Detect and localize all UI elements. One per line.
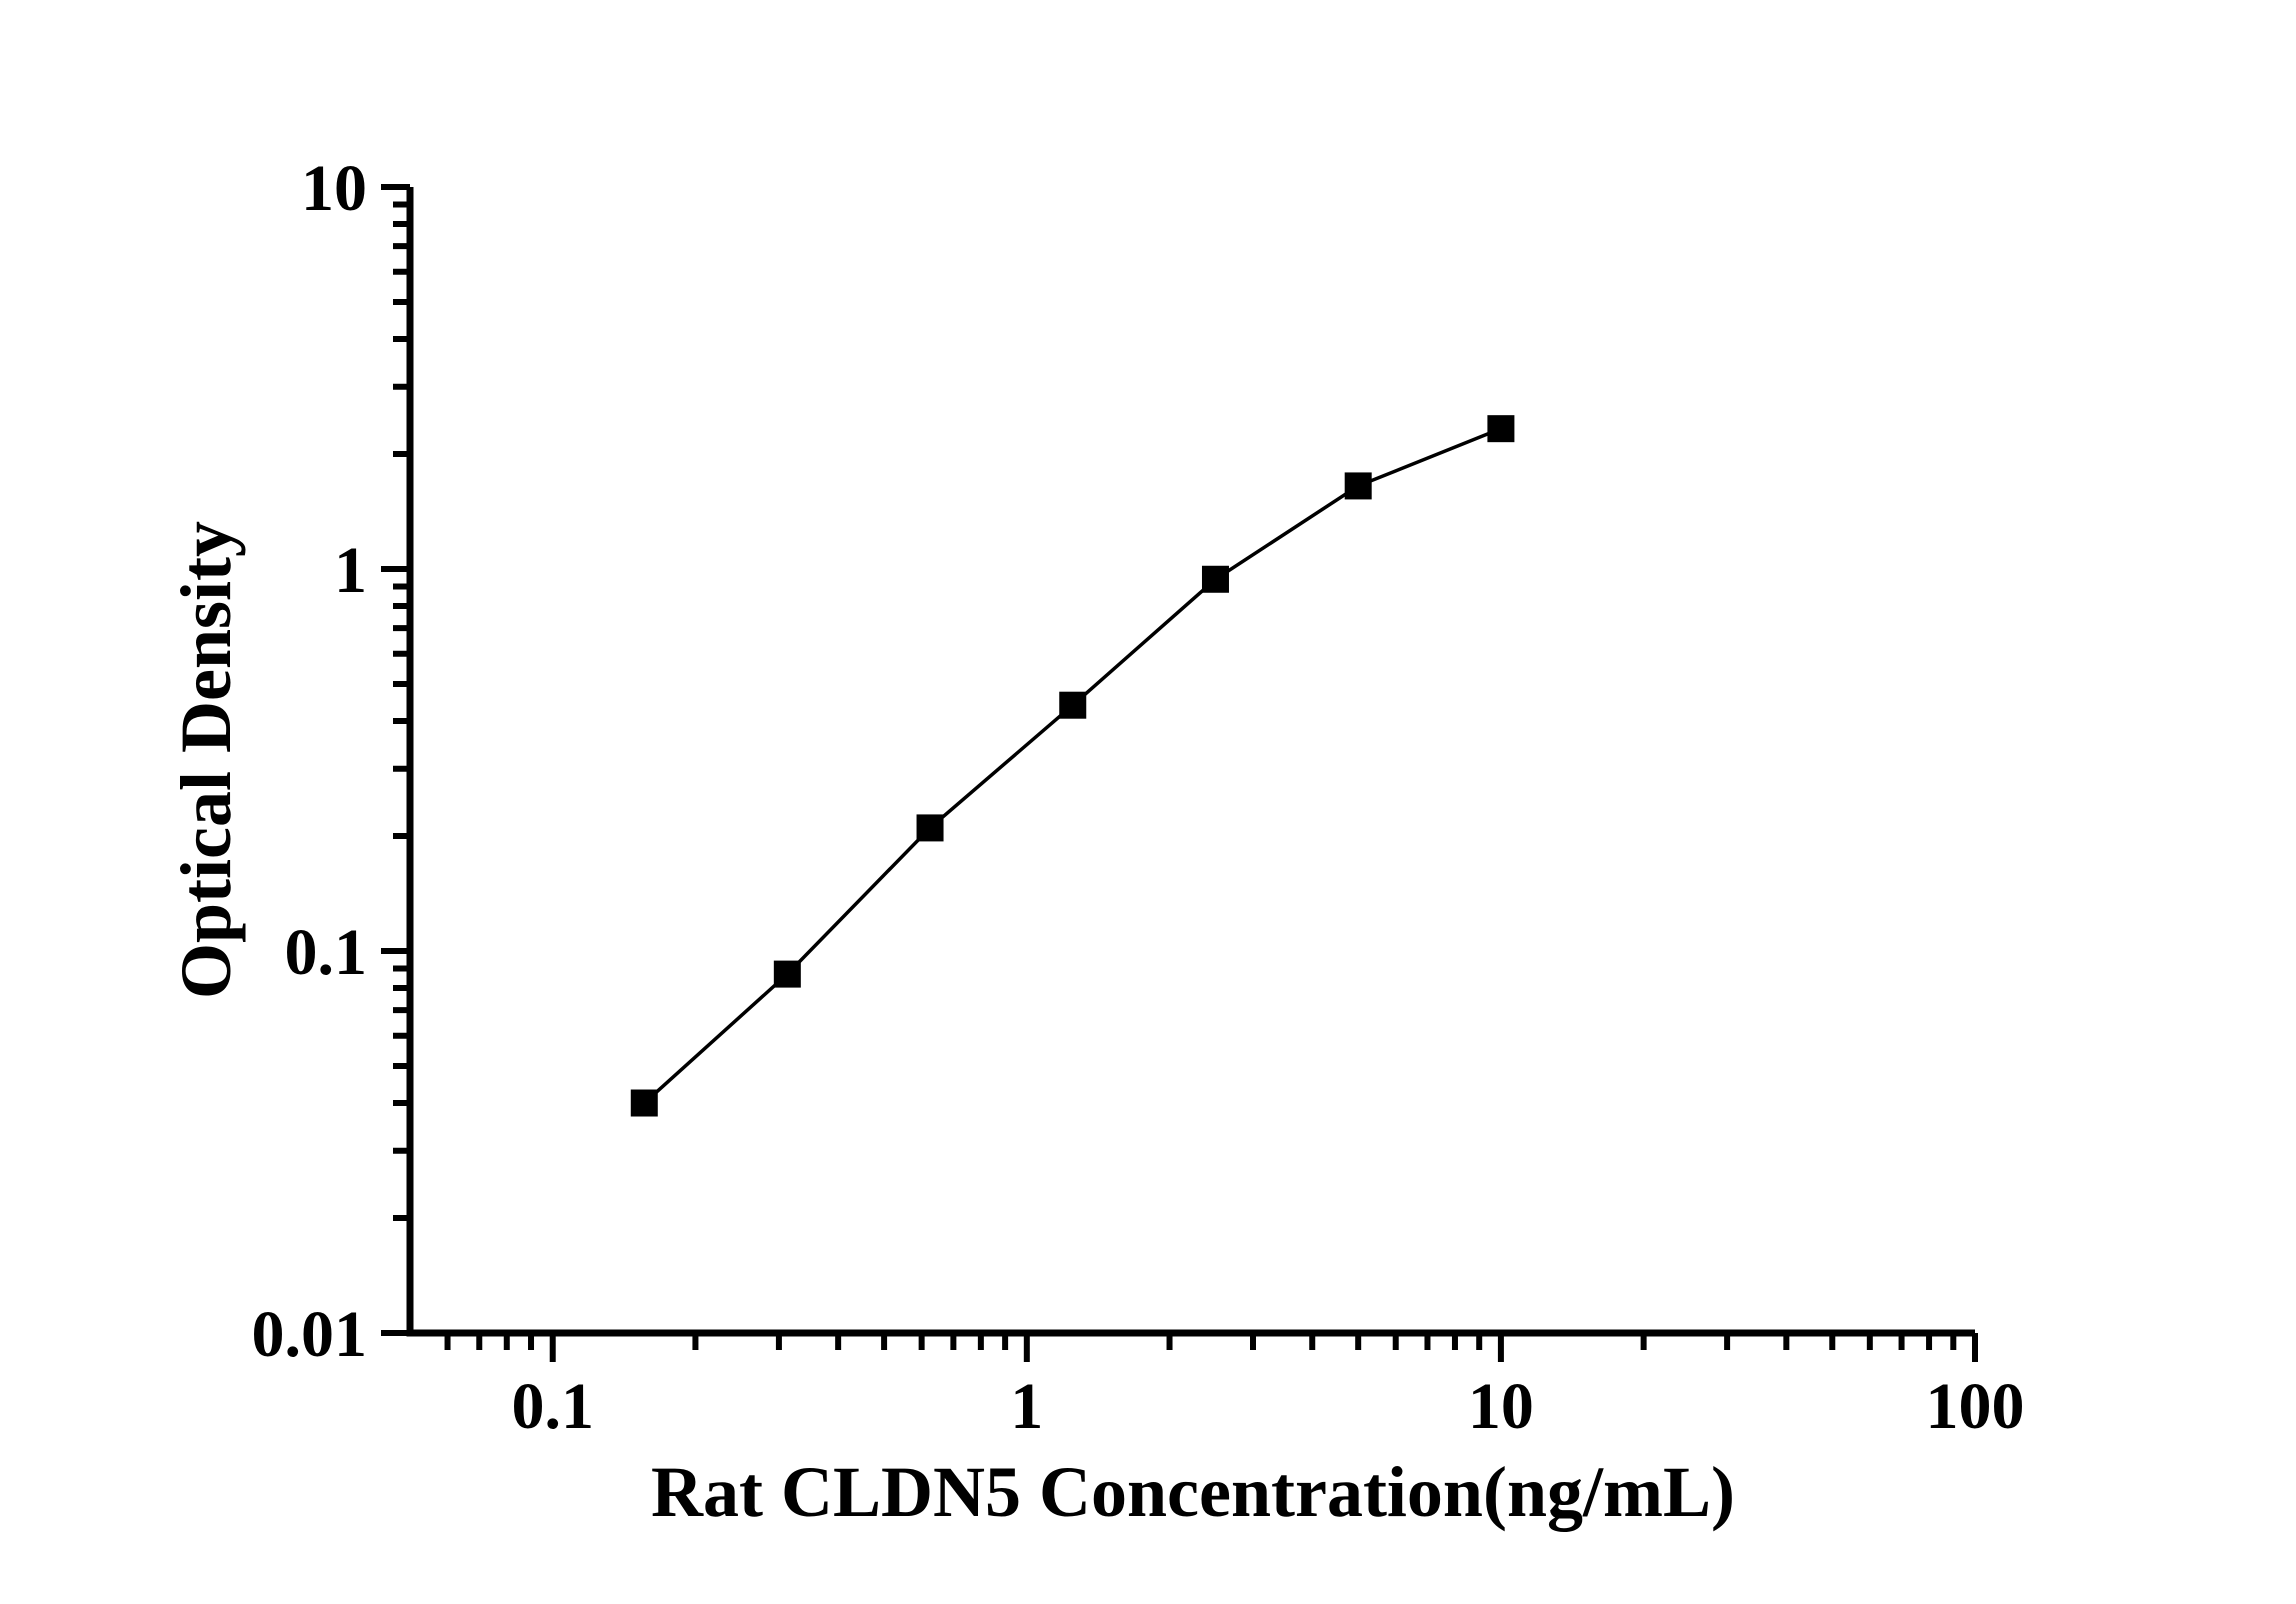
data-point-marker bbox=[773, 960, 801, 988]
y-tick-label: 0.1 bbox=[285, 916, 368, 989]
y-axis-title: Optical Density bbox=[166, 521, 246, 999]
axes: 0.1 1 10 100 0.01 0.1 1 10 bbox=[252, 152, 2025, 1443]
data-point-marker bbox=[630, 1089, 658, 1117]
x-tick-label: 10 bbox=[1468, 1370, 1534, 1443]
series-line bbox=[643, 427, 1502, 1105]
data-point-marker bbox=[1344, 472, 1372, 500]
series-standard-curve bbox=[630, 415, 1515, 1117]
x-axis-title: Rat CLDN5 Concentration(ng/mL) bbox=[651, 1452, 1735, 1532]
data-point-marker bbox=[1201, 565, 1229, 593]
y-tick-label: 1 bbox=[334, 534, 367, 607]
data-point-marker bbox=[1487, 415, 1515, 443]
x-tick-label: 1 bbox=[1010, 1370, 1043, 1443]
x-tick-label: 0.1 bbox=[511, 1370, 594, 1443]
x-tick-label: 100 bbox=[1926, 1370, 2025, 1443]
y-tick-label: 10 bbox=[301, 152, 367, 225]
data-point-marker bbox=[916, 814, 944, 842]
y-tick-label: 0.01 bbox=[252, 1298, 368, 1371]
data-point-marker bbox=[1059, 691, 1087, 719]
